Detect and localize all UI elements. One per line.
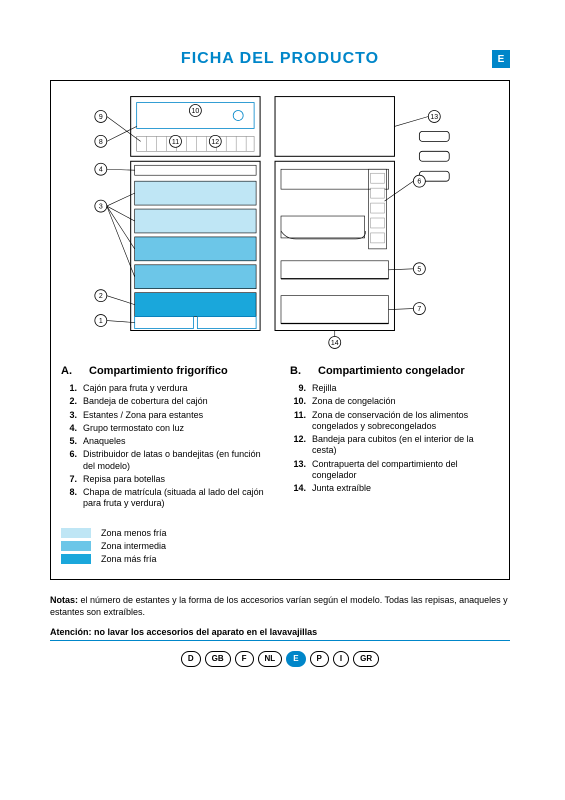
legend-row: Zona menos fría	[61, 528, 499, 538]
lang-pill-i[interactable]: I	[333, 651, 349, 667]
item-number: 14.	[290, 483, 306, 494]
svg-text:5: 5	[417, 266, 421, 273]
svg-text:4: 4	[99, 167, 103, 174]
lang-pill-d[interactable]: D	[181, 651, 201, 667]
svg-text:14: 14	[331, 340, 339, 347]
lang-pill-p[interactable]: P	[310, 651, 329, 667]
legend-label: Zona menos fría	[101, 528, 167, 538]
list-item: 8. Chapa de matrícula (situada al lado de…	[61, 487, 270, 510]
item-text: Chapa de matrícula (situada al lado del …	[83, 487, 270, 510]
notes: Notas: el número de estantes y la forma …	[50, 594, 510, 619]
warning: Atención: no lavar los accesorios del ap…	[50, 627, 510, 637]
svg-text:12: 12	[211, 139, 219, 146]
list-item: 9. Rejilla	[290, 383, 499, 394]
item-number: 7.	[61, 474, 77, 485]
item-number: 3.	[61, 410, 77, 421]
svg-text:10: 10	[192, 108, 200, 115]
lang-pill-nl[interactable]: NL	[258, 651, 283, 667]
content-frame: 1014984321111265713 A. Compartimiento fr…	[50, 80, 510, 580]
item-number: 4.	[61, 423, 77, 434]
item-text: Repisa para botellas	[83, 474, 270, 485]
product-diagram: 1014984321111265713	[61, 91, 499, 351]
list-item: 2. Bandeja de cobertura del cajón	[61, 396, 270, 407]
legend-swatch	[61, 541, 91, 551]
svg-text:3: 3	[99, 204, 103, 211]
svg-text:2: 2	[99, 293, 103, 300]
lang-pill-f[interactable]: F	[235, 651, 254, 667]
item-text: Estantes / Zona para estantes	[83, 410, 270, 421]
lang-pill-gr[interactable]: GR	[353, 651, 379, 667]
item-text: Distribuidor de latas o bandejitas (en f…	[83, 449, 270, 472]
section-b: B. Compartimiento congelador 9. Rejilla 10…	[290, 365, 499, 512]
zone-legend: Zona menos fría Zona intermedia Zona más f…	[61, 528, 499, 564]
list-item: 12. Bandeja para cubitos (en el interior …	[290, 434, 499, 457]
item-number: 8.	[61, 487, 77, 510]
legend-label: Zona intermedia	[101, 541, 166, 551]
item-number: 13.	[290, 459, 306, 482]
list-item: 5. Anaqueles	[61, 436, 270, 447]
item-text: Zona de conservación de los alimentos co…	[312, 410, 499, 433]
item-text: Rejilla	[312, 383, 499, 394]
notes-body: el número de estantes y la forma de los …	[50, 595, 508, 618]
item-number: 12.	[290, 434, 306, 457]
item-number: 11.	[290, 410, 306, 433]
legend-row: Zona más fría	[61, 554, 499, 564]
legend-swatch	[61, 554, 91, 564]
page-title: FICHA DEL PRODUCTO	[181, 50, 379, 68]
section-a-heading: Compartimiento frigorífico	[89, 365, 228, 377]
item-text: Bandeja para cubitos (en el interior de …	[312, 434, 499, 457]
list-item: 4. Grupo termostato con luz	[61, 423, 270, 434]
item-number: 5.	[61, 436, 77, 447]
item-number: 1.	[61, 383, 77, 394]
lang-pill-e[interactable]: E	[286, 651, 305, 667]
list-item: 3. Estantes / Zona para estantes	[61, 410, 270, 421]
item-number: 2.	[61, 396, 77, 407]
svg-text:8: 8	[99, 139, 103, 146]
section-b-heading: Compartimiento congelador	[318, 365, 465, 377]
warning-body: no lavar los accesorios del aparato en e…	[94, 627, 317, 637]
item-number: 9.	[290, 383, 306, 394]
item-text: Grupo termostato con luz	[83, 423, 270, 434]
notes-lead: Notas:	[50, 595, 78, 605]
warning-lead: Atención:	[50, 627, 92, 637]
section-a: A. Compartimiento frigorífico 1. Cajón pa…	[61, 365, 270, 512]
item-text: Anaqueles	[83, 436, 270, 447]
item-text: Junta extraíble	[312, 483, 499, 494]
item-text: Contrapuerta del compartimiento del cong…	[312, 459, 499, 482]
svg-text:13: 13	[430, 114, 438, 121]
list-item: 14. Junta extraíble	[290, 483, 499, 494]
language-footer: DGBFNLEPIGR	[50, 651, 510, 667]
list-item: 6. Distribuidor de latas o bandejitas (en…	[61, 449, 270, 472]
item-text: Bandeja de cobertura del cajón	[83, 396, 270, 407]
language-badge: E	[492, 50, 510, 68]
list-item: 11. Zona de conservación de los alimentos…	[290, 410, 499, 433]
legend-row: Zona intermedia	[61, 541, 499, 551]
section-a-letter: A.	[61, 365, 75, 377]
svg-text:1: 1	[99, 318, 103, 325]
list-item: 7. Repisa para botellas	[61, 474, 270, 485]
item-text: Cajón para fruta y verdura	[83, 383, 270, 394]
svg-text:9: 9	[99, 114, 103, 121]
svg-text:11: 11	[172, 139, 179, 146]
legend-swatch	[61, 528, 91, 538]
section-b-letter: B.	[290, 365, 304, 377]
item-number: 6.	[61, 449, 77, 472]
list-item: 10. Zona de congelación	[290, 396, 499, 407]
svg-text:6: 6	[417, 179, 421, 186]
list-item: 1. Cajón para fruta y verdura	[61, 383, 270, 394]
item-number: 10.	[290, 396, 306, 407]
legend-label: Zona más fría	[101, 554, 157, 564]
list-item: 13. Contrapuerta del compartimiento del c…	[290, 459, 499, 482]
lang-pill-gb[interactable]: GB	[205, 651, 231, 667]
svg-text:7: 7	[417, 306, 421, 313]
divider	[50, 640, 510, 641]
item-text: Zona de congelación	[312, 396, 499, 407]
